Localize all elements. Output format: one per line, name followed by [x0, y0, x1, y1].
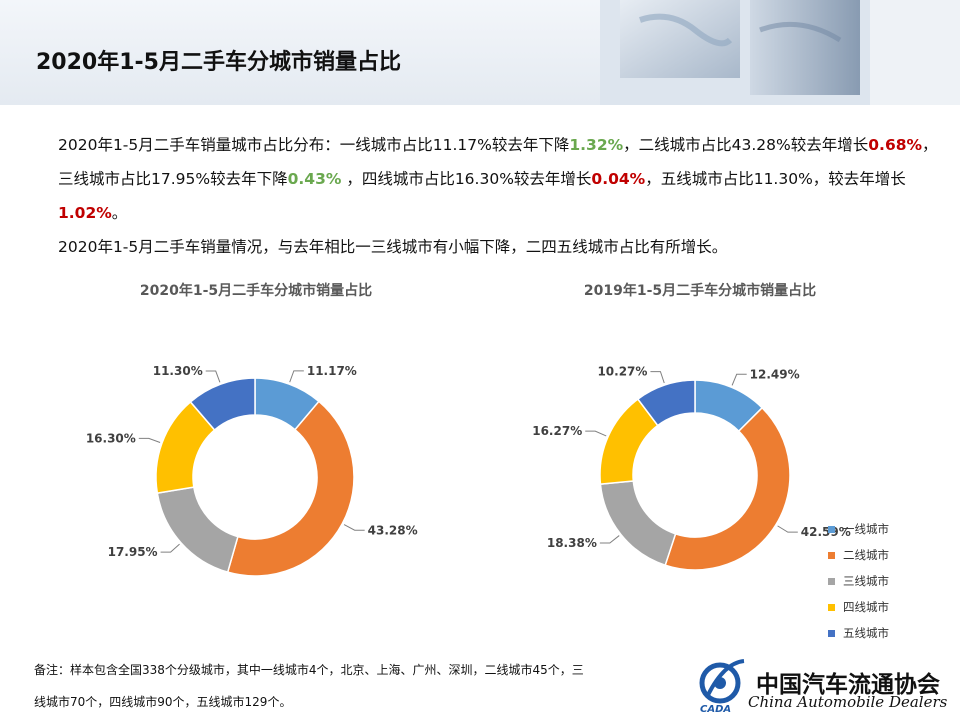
legend-item-tier4: 四线城市: [828, 594, 889, 620]
donut-segment-tier2: [664, 406, 791, 571]
donut-segment-tier5: [189, 377, 256, 432]
legend-item-tier3: 三线城市: [828, 568, 889, 594]
legend-swatch: [828, 551, 835, 559]
summary-text-segment: ，四线城市占比16.30%较去年增长: [341, 170, 592, 188]
data-label-tier5: 10.27%: [597, 365, 647, 379]
summary-text: 2020年1-5月二手车销量城市占比分布：一线城市占比11.17%较去年下降1.…: [58, 128, 938, 264]
legend-swatch: [828, 577, 835, 585]
leader-line: [731, 373, 747, 386]
legend-label: 三线城市: [843, 574, 889, 588]
tier3-change-down: 0.43%: [287, 170, 342, 188]
logo-mark-text: CADA: [700, 704, 731, 715]
header-banner: 2020年1-5月二手车分城市销量占比: [0, 0, 960, 105]
footnote: 备注：样本包含全国338个分级城市，其中一线城市4个，北京、上海、广州、深圳，二…: [34, 654, 654, 718]
legend-label: 二线城市: [843, 548, 889, 562]
donut-segment-tier5: [636, 379, 696, 427]
legend-item-tier2: 二线城市: [828, 542, 889, 568]
legend-swatch: [828, 629, 835, 637]
tier1-change-down: 1.32%: [569, 136, 624, 154]
header-decorative-art: [600, 0, 960, 105]
data-label-tier4: 16.27%: [532, 424, 582, 438]
cada-logo-icon: CADA: [699, 659, 745, 715]
chart-title: 2020年1-5月二手车分城市销量占比: [140, 282, 372, 299]
tier4-change-up: 0.04%: [591, 170, 646, 188]
logo-english-name: China Automobile Dealers: [748, 693, 948, 711]
chart-title: 2019年1-5月二手车分城市销量占比: [584, 282, 816, 299]
summary-text-segment: ，五线城市占比11.30%，较去年增长: [645, 170, 906, 188]
legend-swatch: [828, 603, 835, 611]
legend-label: 四线城市: [843, 600, 889, 614]
tier2-change-up: 0.68%: [868, 136, 923, 154]
footnote-line: 线城市70个，四线城市90个，五线城市129个。: [34, 695, 292, 709]
logo-organization-name: 中国汽车流通协会: [756, 672, 940, 698]
summary-text-segment: ，三线城市占比17.95%较去年下降: [58, 136, 938, 188]
chart-legend: 一线城市 二线城市 三线城市 四线城市 五线城市: [828, 516, 889, 646]
donut-chart-2020: 2020年1-5月二手车分城市销量占比 11.17% 43.28% 17.95% 16.…: [86, 282, 418, 577]
tier5-change-up: 1.02%: [58, 204, 112, 222]
leader-line: [777, 525, 798, 533]
legend-item-tier5: 五线城市: [828, 620, 889, 646]
leader-line: [343, 524, 365, 531]
data-label-tier2: 43.28%: [368, 523, 418, 537]
donut-segment-tier3: [599, 480, 677, 567]
legend-label: 五线城市: [843, 626, 889, 640]
leader-line: [650, 371, 665, 384]
donut-segment-tier2: [226, 400, 355, 577]
legend-item-tier1: 一线城市: [828, 516, 889, 542]
data-label-tier2: 42.59%: [801, 525, 851, 539]
summary-text-segment: ，二线城市占比43.28%较去年增长: [623, 136, 869, 154]
page-title: 2020年1-5月二手车分城市销量占比: [36, 50, 401, 75]
data-label-tier3: 17.95%: [108, 545, 158, 559]
summary-text-segment: 2020年1-5月二手车销量城市占比分布：一线城市占比11.17%较去年下降: [58, 136, 570, 154]
summary-paragraph-2: 2020年1-5月二手车销量情况，与去年相比一三线城市有小幅下降，二四五线城市占…: [58, 238, 728, 256]
data-label-tier5: 11.30%: [153, 364, 203, 378]
donut-segment-tier3: [156, 486, 239, 574]
summary-text-segment: 。: [111, 204, 128, 222]
legend-swatch: [828, 525, 835, 533]
data-label-tier1: 11.17%: [307, 364, 357, 378]
leader-line: [205, 370, 221, 383]
leader-line: [160, 543, 180, 553]
data-label-tier4: 16.30%: [86, 431, 136, 445]
cada-logo: CADA 中国汽车流通协会 China Automobile Dealers: [694, 655, 960, 715]
legend-label: 一线城市: [843, 522, 889, 536]
donut-chart-2019: 2019年1-5月二手车分城市销量占比 12.49% 42.59% 18.38% 16.…: [532, 282, 851, 571]
leader-line: [138, 437, 161, 443]
footnote-line: 备注：样本包含全国338个分级城市，其中一线城市4个，北京、上海、广州、深圳，二…: [34, 663, 584, 677]
leader-line: [585, 430, 607, 437]
data-label-tier1: 12.49%: [750, 367, 800, 381]
data-label-tier3: 18.38%: [547, 536, 597, 550]
leader-line: [289, 370, 304, 383]
leader-line: [599, 535, 620, 544]
